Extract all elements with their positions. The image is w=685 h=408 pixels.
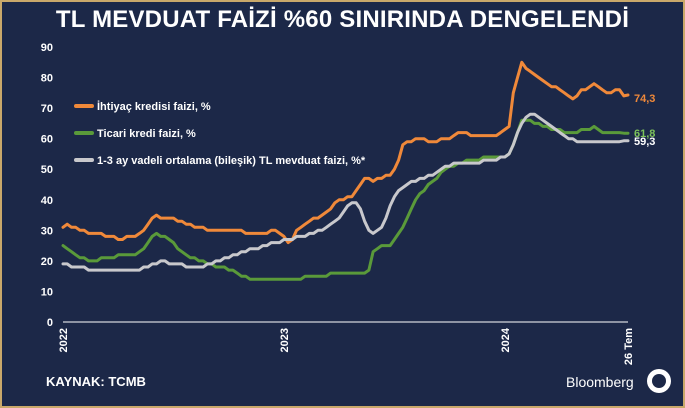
y-tick-label: 0 (47, 317, 53, 329)
legend-label-1: İhtiyaç kredisi faizi, % (97, 100, 211, 113)
x-tick-label: 26 Tem (623, 328, 635, 365)
y-tick-label: 10 (41, 286, 53, 298)
legend-label-3: 1-3 ay vadeli ortalama (bileşik) TL mevd… (97, 155, 366, 167)
brand-logo-text: Bloomberg (566, 374, 634, 390)
series-end-label-2: 61,8 (634, 128, 655, 140)
legend-label-2: Ticari kredi faizi, % (97, 128, 196, 140)
series-line-3 (61, 112, 630, 272)
series-end-label-3: 59,3 (634, 136, 655, 148)
y-tick-label: 50 (41, 164, 53, 176)
y-tick-label: 40 (41, 195, 53, 207)
source-label: KAYNAK: TCMB (46, 374, 146, 389)
publisher-logo-icon (647, 369, 671, 393)
y-tick-label: 80 (41, 73, 53, 85)
y-tick-label: 30 (41, 225, 53, 237)
chart-title: TL MEVDUAT FAİZİ %60 SINIRINDA DENGELEND… (55, 6, 630, 33)
series-end-label-1: 74,3 (634, 93, 655, 105)
x-tick-label: 2024 (500, 327, 512, 352)
y-tick-label: 60 (41, 134, 53, 146)
y-tick-label: 70 (41, 103, 53, 115)
y-tick-label: 20 (41, 256, 53, 268)
series-line-1 (61, 60, 630, 245)
x-tick-label: 2023 (279, 328, 291, 352)
y-tick-label: 90 (41, 42, 53, 54)
x-tick-label: 2022 (58, 328, 70, 352)
series-line-2 (61, 118, 630, 281)
